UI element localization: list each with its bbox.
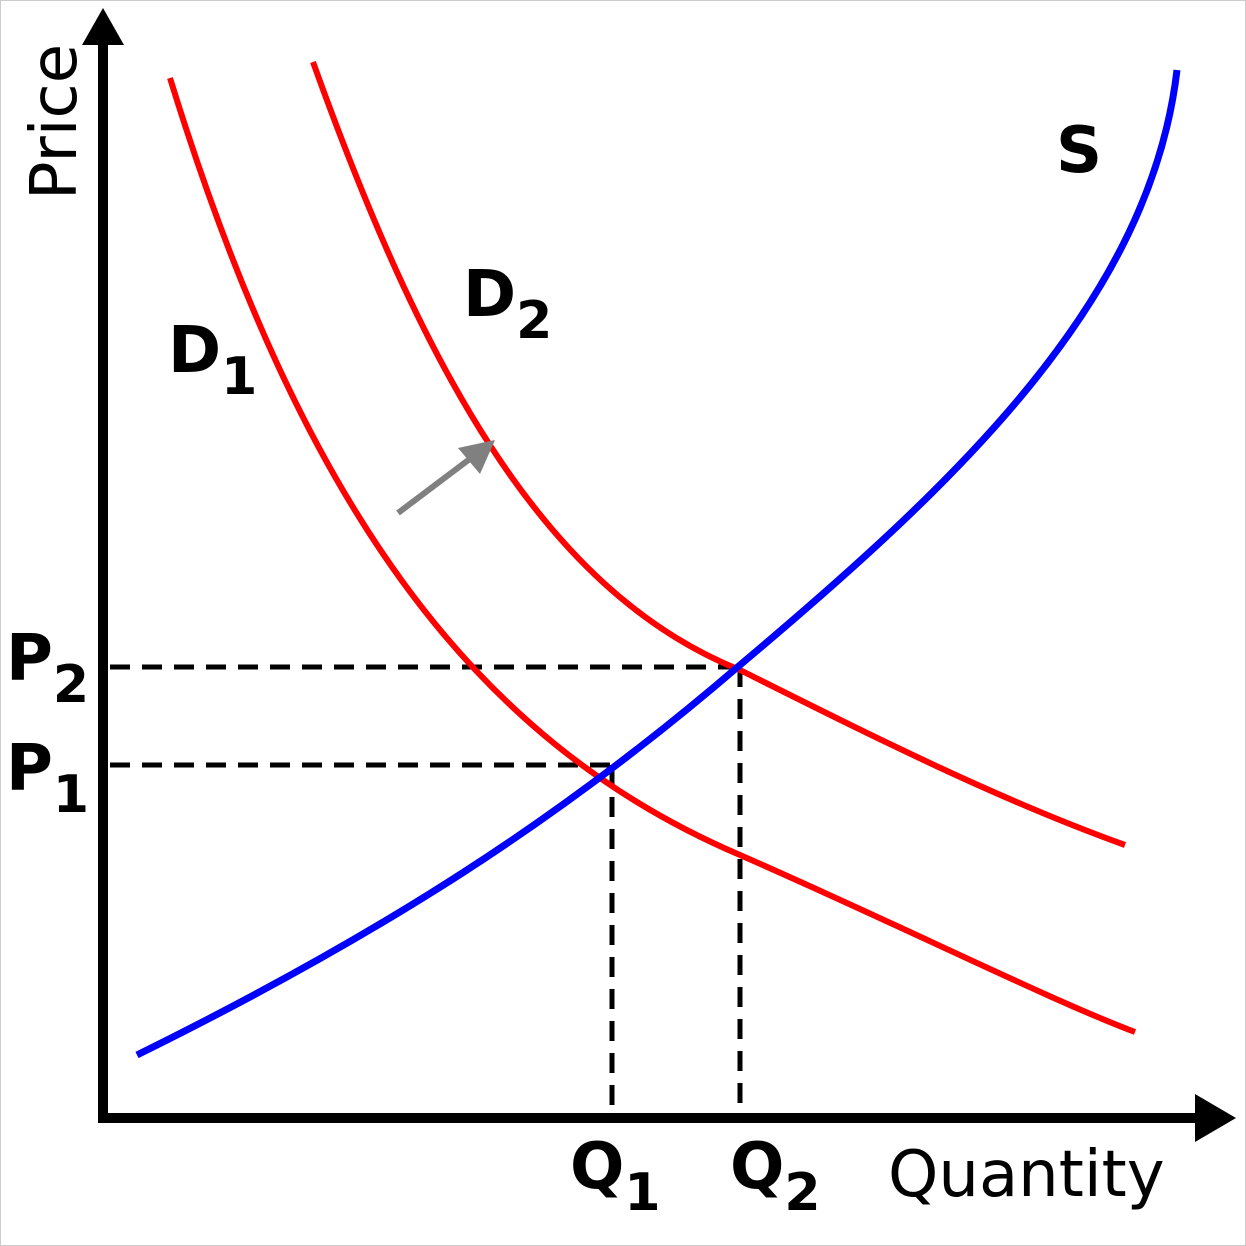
label-main: Q bbox=[570, 1130, 624, 1204]
label-main: D bbox=[463, 258, 516, 332]
p1-label: P1 bbox=[6, 732, 89, 825]
x-axis-arrow bbox=[1195, 1094, 1236, 1142]
label-sub: 2 bbox=[53, 655, 89, 715]
label-main: P bbox=[6, 622, 53, 696]
q1-label: Q1 bbox=[570, 1130, 661, 1223]
y-axis-label: Price bbox=[18, 44, 92, 200]
p2-label: P2 bbox=[6, 622, 89, 715]
supply-curve bbox=[135, 69, 1181, 1059]
supply-label: S bbox=[1056, 114, 1102, 188]
q2-label: Q2 bbox=[730, 1130, 821, 1223]
y-axis-arrow bbox=[82, 8, 124, 45]
guides bbox=[110, 664, 743, 1112]
x-axis-label: Quantity bbox=[888, 1138, 1165, 1212]
label-main: P bbox=[6, 732, 53, 806]
label-main: Q bbox=[730, 1130, 784, 1204]
label-sub: 2 bbox=[784, 1163, 820, 1223]
demand-1-label: D1 bbox=[168, 314, 257, 407]
label-sub: 2 bbox=[516, 291, 552, 351]
demand-2-label: D2 bbox=[463, 258, 552, 351]
label-sub: 1 bbox=[624, 1163, 660, 1223]
shift-arrow bbox=[396, 452, 477, 516]
label-sub: 1 bbox=[221, 347, 257, 407]
demand-curve-1 bbox=[167, 77, 1137, 1035]
shift-arrow-head bbox=[458, 440, 495, 474]
label-sub: 1 bbox=[53, 765, 89, 825]
demand-curve-2 bbox=[310, 60, 1127, 848]
label-main: D bbox=[168, 314, 221, 388]
